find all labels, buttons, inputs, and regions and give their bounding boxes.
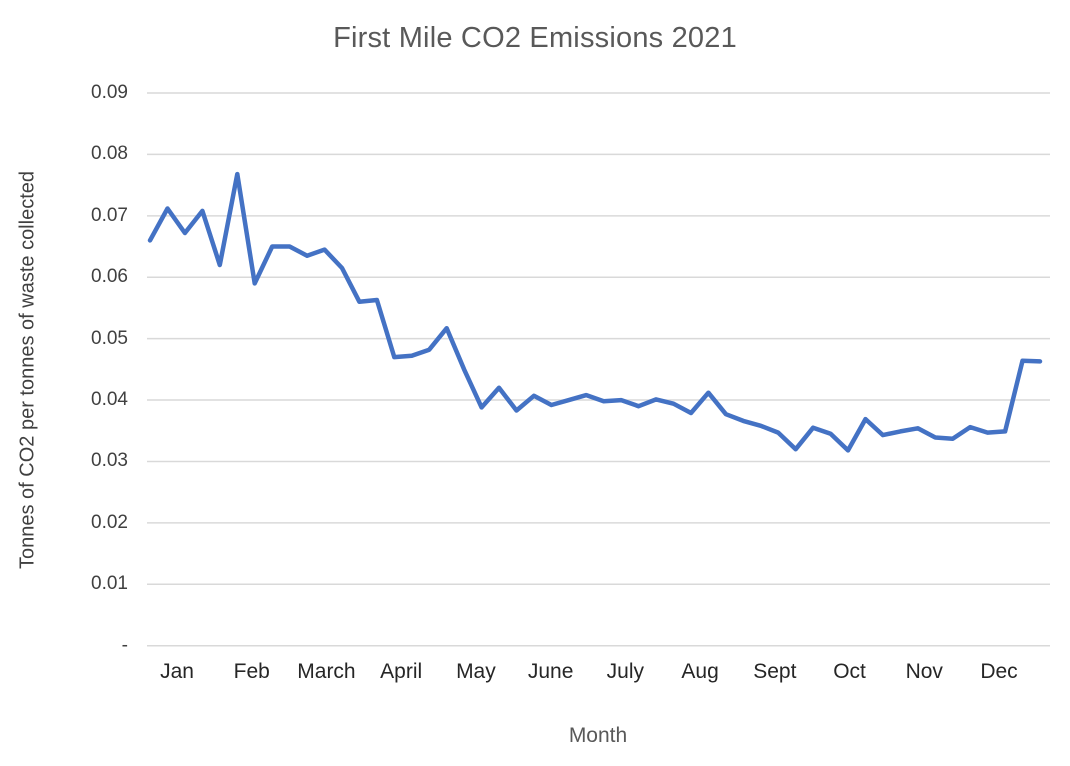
x-tick-label: May bbox=[456, 660, 496, 683]
x-tick-label: Nov bbox=[905, 660, 943, 683]
y-tick-label: - bbox=[121, 634, 128, 656]
y-tick-label: 0.09 bbox=[91, 82, 128, 103]
x-tick-label: April bbox=[380, 660, 423, 683]
y-tick-label: 0.04 bbox=[91, 389, 128, 411]
data-line bbox=[147, 171, 1043, 453]
x-tick-label: Feb bbox=[233, 660, 270, 683]
x-tick-label: July bbox=[606, 660, 645, 683]
x-tick-label: Aug bbox=[681, 660, 719, 683]
chart-title: First Mile CO2 Emissions 2021 bbox=[333, 22, 737, 54]
y-tick-label: 0.02 bbox=[91, 511, 128, 533]
y-tick-label: 0.06 bbox=[91, 266, 128, 288]
y-axis-title: Tonnes of CO2 per tonnes of waste collec… bbox=[16, 170, 39, 570]
y-tick-label: 0.07 bbox=[91, 204, 128, 226]
x-axis-title: Month bbox=[568, 724, 628, 747]
gridlines bbox=[147, 92, 1050, 647]
x-tick-label: March bbox=[297, 660, 356, 683]
x-tick-label: Sept bbox=[753, 660, 797, 683]
y-tick-label: 0.01 bbox=[91, 573, 128, 595]
x-tick-label: Oct bbox=[833, 660, 866, 683]
y-tick-label: 0.03 bbox=[91, 450, 128, 472]
x-tick-label: Jan bbox=[160, 660, 194, 683]
y-tick-label: 0.08 bbox=[91, 143, 128, 165]
x-tick-label: Dec bbox=[980, 660, 1018, 683]
y-tick-label: 0.05 bbox=[91, 327, 128, 349]
x-tick-label: June bbox=[527, 660, 574, 683]
